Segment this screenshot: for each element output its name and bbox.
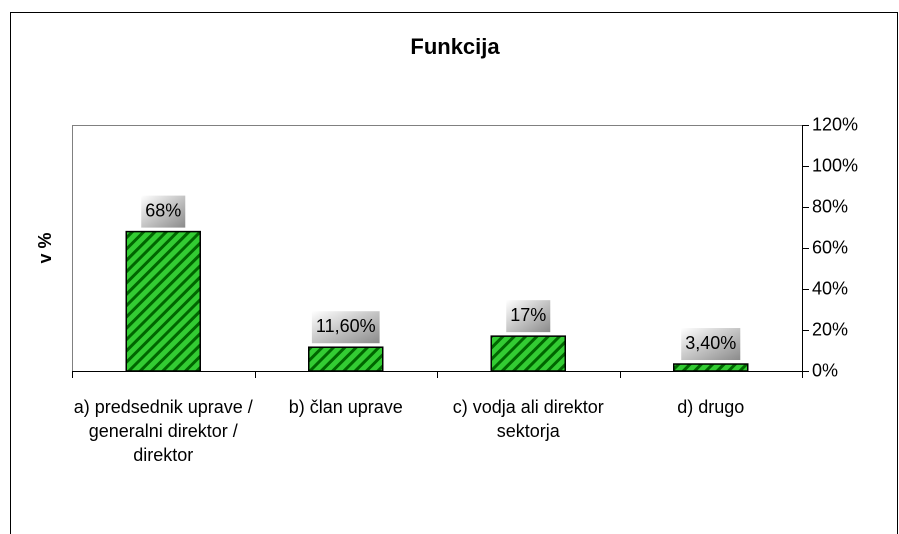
- y-tick-label: 0%: [812, 360, 838, 380]
- value-label-bg: [311, 311, 380, 344]
- value-label-bg: [681, 328, 741, 361]
- plot-frame: [72, 125, 802, 371]
- x-tick-label: b) član uprave: [288, 397, 403, 417]
- y-tick-label: 40%: [812, 278, 848, 298]
- bar: [490, 335, 566, 372]
- y-tick-label: 120%: [812, 114, 858, 134]
- y-tick-label: 60%: [812, 237, 848, 257]
- value-label: 11,60%: [316, 316, 376, 336]
- bar: [673, 363, 749, 372]
- value-label-bg: [506, 300, 551, 333]
- x-tick-label: a) predsednik uprave / generalni direkto…: [73, 397, 253, 465]
- bar: [125, 230, 201, 372]
- chart-border: [10, 12, 898, 534]
- value-label: 68%: [145, 200, 181, 220]
- y-tick-label: 100%: [812, 155, 858, 175]
- y-tick-label: 20%: [812, 319, 848, 339]
- value-label: 17%: [510, 305, 546, 325]
- x-tick-label: d) drugo: [677, 397, 745, 417]
- bar: [308, 346, 384, 372]
- value-label-bg: [141, 195, 186, 228]
- y-tick-label: 80%: [812, 196, 848, 216]
- value-label: 3,40%: [685, 333, 736, 353]
- chart-title: Funkcija: [410, 34, 500, 59]
- y-axis-label: v %: [35, 232, 55, 263]
- x-tick-label: c) vodja ali direktor sektorja: [452, 397, 604, 441]
